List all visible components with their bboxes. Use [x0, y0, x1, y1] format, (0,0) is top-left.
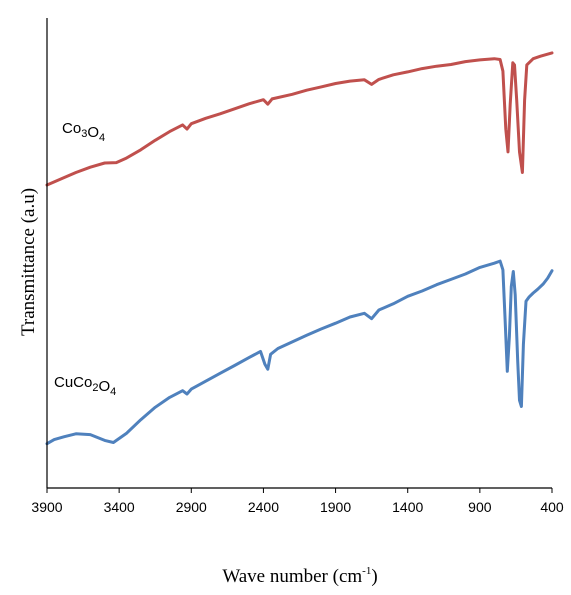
- x-tick-label: 900: [468, 499, 492, 515]
- series-label-0: Co3O4: [62, 120, 105, 144]
- x-axis-title-main: Wave number (cm: [222, 566, 362, 587]
- series-labels: Co3O4 CuCo2O4: [54, 120, 116, 398]
- x-tick-label: 3900: [31, 499, 62, 515]
- x-tick-label: 2900: [176, 499, 207, 515]
- x-axis-title: Wave number (cm-1): [222, 565, 377, 587]
- x-axis-ticks: 3900 3400 2900 2400 1900 1400 900 400: [31, 488, 564, 515]
- x-tick-label: 2400: [248, 499, 279, 515]
- series-line-0: [45, 51, 554, 187]
- x-tick-label: 1900: [320, 499, 351, 515]
- series-label-1: CuCo2O4: [54, 374, 116, 398]
- x-tick-label: 400: [540, 499, 564, 515]
- x-axis-title-superscript: -1: [362, 565, 371, 577]
- axes: [46, 18, 552, 489]
- y-axis-title: Transmittance (a.u): [18, 188, 39, 336]
- x-tick-label: 1400: [392, 499, 423, 515]
- series-line-1: [45, 259, 554, 446]
- plot-area: [45, 51, 554, 446]
- x-tick-label: 3400: [104, 499, 135, 515]
- x-axis-title-close: ): [371, 566, 377, 587]
